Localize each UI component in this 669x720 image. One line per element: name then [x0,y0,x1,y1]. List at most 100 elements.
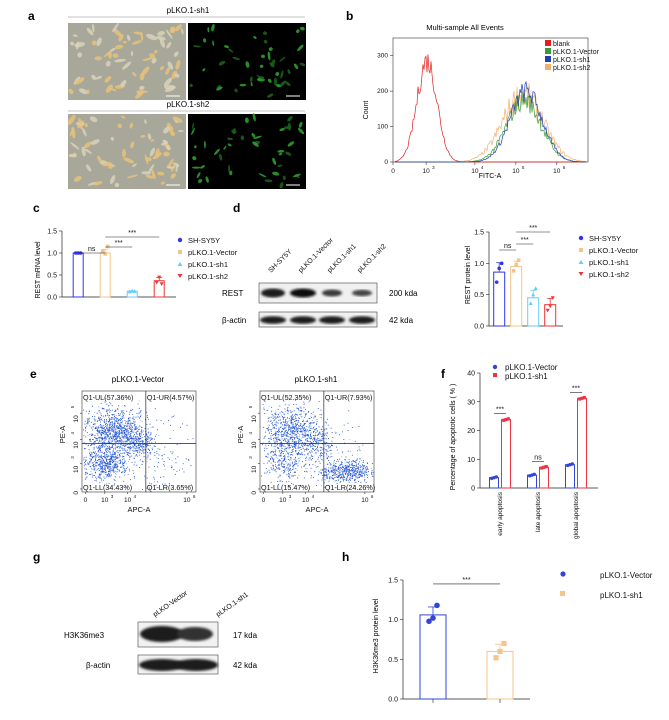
significance-label: *** [115,240,123,247]
flow-xtick: 10 [423,168,431,175]
bar-sh1 [501,419,511,489]
bar [510,265,523,327]
e-xtick: 10 [361,497,369,504]
data-point [514,262,518,267]
y-tick-label: 0.0 [388,697,398,704]
data-point [73,251,78,255]
quadrant-label-ll: Q1-LL(15.47%) [261,483,310,492]
data-point [130,288,135,293]
data-point [100,249,105,253]
flow-legend-swatch [545,56,551,62]
g-band-actin-vector [139,659,185,671]
e-ytick-exp: 3 [70,456,75,459]
bar-vector [565,464,575,489]
data-point [502,418,506,422]
g-row-actin: β-actin [86,661,110,670]
flow-histogram-ylabel: Count [363,101,370,120]
h-ylabel: H3K36me3 protein level [373,598,380,673]
legend-label: pLKO.1-sh1 [589,258,629,267]
e-plot1-title: pLKO.1-Vector [112,375,165,384]
quadrant-label-ll: Q1-LL(34.43%) [83,483,132,492]
blot-row-rest: REST [222,289,243,298]
legend-marker [560,571,566,577]
bar [99,252,111,298]
panel-label-b: b [346,9,353,23]
legend-label: SH-SY5Y [589,234,621,243]
flow-legend-label: pLKO.1-Vector [553,49,600,56]
y-tick-label: 0.0 [47,295,57,302]
data-point [494,475,498,479]
blot-membrane-rest [258,282,378,304]
flow-ytick: 100 [377,124,388,131]
y-tick-label: 1.5 [47,229,57,236]
e-xtick: 0 [84,497,88,504]
y-tick-label: 0.5 [47,273,57,280]
y-tick-label: 1.0 [47,251,57,258]
e-ytick: 10 [73,415,80,423]
bar-sh1 [577,397,587,489]
blot-lane-label: pLKO.1-sh2 [356,243,387,274]
data-point [103,252,107,256]
blot-band-actin [319,316,345,324]
data-point [528,301,533,306]
e-xtick-exp: 4 [312,494,315,499]
legend-label: pLKO.1-sh2 [589,270,629,279]
g-row-h3k36me3: H3K36me3 [64,631,105,640]
flow-series-sh2 [395,83,587,163]
blot-band-rest [352,289,372,297]
significance-label: *** [496,407,504,414]
e-xtick-exp: 3 [111,494,114,499]
bar [72,252,84,298]
data-point [531,292,536,297]
significance-label: ns [534,454,542,461]
data-point [493,655,499,661]
d-ylabel: REST protein level [465,245,472,304]
flow-xtick: 10 [512,168,520,175]
flow-histogram-title: Multi-sample All Events [426,23,504,32]
quadrant-label-lr: Q1-LR(3.65%) [147,483,193,492]
data-point [132,289,137,293]
data-point [430,615,436,621]
data-point [516,258,521,262]
blot-band-rest [261,288,285,298]
y-tick-label: 1.0 [474,261,484,268]
flow-xtick-exp: 5 [522,165,525,170]
data-point [504,417,508,422]
e-ytick-exp: 3 [248,456,253,459]
blot-membrane-actin [258,311,378,328]
significance-label: *** [128,230,136,237]
e-ytick: 0 [73,491,80,495]
legend-marker [579,248,583,252]
e-ytick-exp: 5 [248,405,253,408]
significance-label: *** [529,225,537,232]
data-point [540,466,544,470]
e-xtick: 10 [183,497,191,504]
significance-label: ns [504,243,512,250]
panel-label-h: h [342,550,349,564]
flow-xtick-exp: 4 [481,165,484,170]
e-xtick-exp: 6 [371,494,374,499]
e-ylabel: PE-A [58,426,67,444]
e-ytick-exp: 4 [70,431,75,434]
e-xtick: 10 [124,497,132,504]
flow-xtick: 10 [553,168,561,175]
blot-lane-label: pLKO.1-sh1 [326,243,357,274]
blot-band-actin [290,316,316,324]
flow-series-blank [394,54,586,163]
data-point [533,286,538,290]
blot-kda-actin: 42 kda [389,316,414,325]
g-kda-h3k36: 17 kda [233,631,258,640]
dot-plot-events-sh1 [261,398,374,488]
e-xtick: 10 [302,497,310,504]
e-xtick-exp: 3 [289,494,292,499]
blot-row-actin: β-actin [222,316,246,325]
legend-marker [178,250,182,254]
panel-label-d: d [233,201,240,215]
dot-plot-frame-vector [81,390,197,493]
data-point [548,304,553,309]
panel-e: e pLKO.1-Vector pLKO.1-sh1 Q1-UL(57.36%)… [30,367,375,514]
data-point [105,244,110,249]
y-tick-label: 40 [467,371,475,378]
bar [493,271,506,327]
